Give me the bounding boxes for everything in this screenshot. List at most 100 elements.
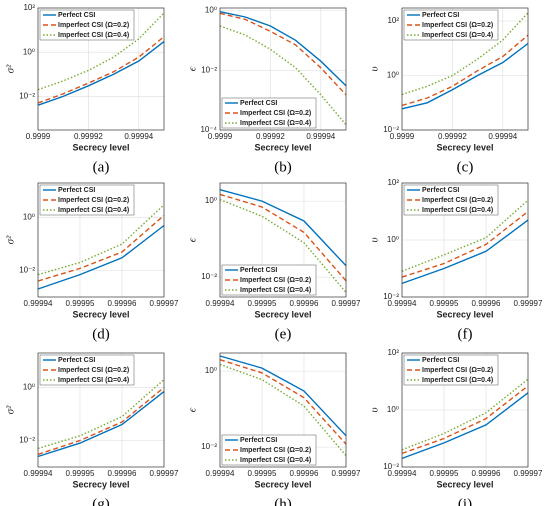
y-tick-label: 10⁻² [383,462,399,471]
series-line [37,214,165,282]
y-axis-label: υ [369,237,381,242]
series-line [401,42,529,110]
x-tick-label: 0.99995 [248,299,277,308]
y-axis-label: ϵ [187,66,199,71]
y-tick-label: 10⁻⁴ [200,125,217,134]
x-tick-label: 0.99992 [438,132,467,141]
y-tick-label: 10⁰ [387,405,399,414]
x-tick-label: 0.99995 [66,299,95,308]
x-axis-label: Secrecy level [254,479,311,489]
series-line [219,198,347,293]
x-tick-label: 0.99995 [248,469,277,478]
legend-label: Imperfect CSI (Ω=0.2) [240,447,311,454]
plot-frame [219,182,347,298]
y-tick-label: 10⁰ [23,47,35,56]
series-line [219,25,347,126]
y-axis-label: υ [369,66,381,71]
x-tick-label: 0.99996 [108,469,137,478]
x-tick-label: 0.99995 [66,469,95,478]
x-tick-label: 0.99997 [332,299,361,308]
x-tick-label: 0.99995 [430,469,459,478]
caption: (c) [457,159,474,175]
y-axis-label: σ² [5,235,17,244]
series-line [219,11,347,87]
x-axis-label: Secrecy level [436,309,493,319]
x-tick-label: 0.99994 [206,469,235,478]
x-tick-label: 0.99997 [332,469,361,478]
plot-frame [219,352,347,468]
y-axis-label: σ² [5,64,17,73]
series-line [219,363,347,457]
plot-frame [37,7,165,131]
x-tick-label: 0.99997 [150,469,179,478]
x-tick-label: 0.99994 [488,132,517,141]
legend-label: Imperfect CSI (Ω=0.2) [422,22,493,29]
series-line [37,204,165,276]
x-tick-label: 0.99994 [388,299,417,308]
y-tick-label: 10⁰ [205,196,217,205]
legend-label: Perfect CSI [58,12,95,19]
x-axis-label: Secrecy level [436,142,493,152]
legend-label: Imperfect CSI (Ω=0.4) [58,377,129,384]
legend-label: Imperfect CSI (Ω=0.4) [240,120,311,127]
legend-label: Perfect CSI [422,12,459,19]
x-tick-label: 0.99996 [290,299,319,308]
x-axis-label: Secrecy level [436,479,493,489]
plot-frame [219,7,347,131]
x-tick-label: 0.99994 [388,469,417,478]
y-tick-label: 10⁰ [387,235,399,244]
y-tick-label: 10⁰ [205,366,217,375]
legend-label: Imperfect CSI (Ω=0.4) [422,377,493,384]
legend-label: Perfect CSI [422,357,459,364]
y-tick-label: 10⁰ [387,71,399,80]
legend-label: Imperfect CSI (Ω=0.2) [58,367,129,374]
legend-label: Imperfect CSI (Ω=0.4) [58,207,129,214]
series-line [37,12,165,91]
legend-label: Imperfect CSI (Ω=0.4) [58,32,129,39]
legend-label: Imperfect CSI (Ω=0.4) [422,207,493,214]
legend-label: Imperfect CSI (Ω=0.2) [422,197,493,204]
plot-frame [401,352,529,468]
series-line [37,378,165,450]
series-line [219,189,347,267]
series-line [37,224,165,290]
series-line [401,385,529,455]
series-line [37,391,165,458]
y-tick-label: 10² [387,348,399,357]
y-tick-label: 10⁻² [383,292,399,301]
x-axis-label: Secrecy level [254,142,311,152]
legend-label: Imperfect CSI (Ω=0.2) [58,22,129,29]
legend-label: Perfect CSI [240,437,277,444]
x-tick-label: 0.99992 [256,132,285,141]
x-tick-label: 0.9999 [208,132,233,141]
x-tick-label: 0.99995 [430,299,459,308]
y-tick-label: 10⁻² [201,272,217,281]
y-tick-label: 10⁰ [205,5,217,14]
series-line [401,34,529,107]
plot-frame [37,182,165,298]
series-line [401,210,529,278]
legend-label: Imperfect CSI (Ω=0.2) [422,367,493,374]
y-axis-label: σ² [5,405,17,414]
x-axis-label: Secrecy level [72,479,129,489]
y-tick-label: 10⁻² [19,266,35,275]
x-tick-label: 0.99996 [108,299,137,308]
caption: (e) [275,326,292,342]
y-tick-label: 10² [387,16,399,25]
x-tick-label: 0.9999 [390,132,415,141]
caption: (f) [458,326,473,342]
x-tick-label: 0.99992 [74,132,103,141]
y-axis-label: ϵ [187,237,199,242]
x-tick-label: 0.99996 [472,469,501,478]
y-axis-label: υ [369,407,381,412]
series-line [401,219,529,285]
x-tick-label: 0.99994 [124,132,153,141]
y-tick-label: 10⁻² [201,65,217,74]
legend-label: Imperfect CSI (Ω=0.4) [240,457,311,464]
y-tick-label: 10⁻² [201,442,217,451]
plot-frame [37,352,165,468]
y-tick-label: 10⁻² [19,436,35,445]
y-axis-label: ϵ [187,407,199,412]
x-tick-label: 0.99994 [306,132,335,141]
caption: (d) [92,326,110,342]
